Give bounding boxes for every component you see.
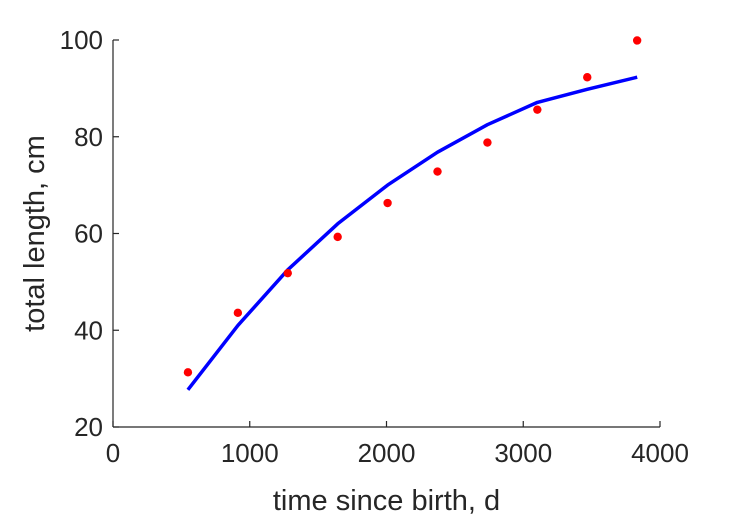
y-tick-label: 80: [74, 122, 103, 152]
y-ticks: 20 40 60 80 100: [60, 25, 119, 442]
data-point: [333, 232, 342, 242]
data-point: [283, 268, 292, 278]
fit-curve-line: [186, 75, 638, 391]
x-tick-label: 3000: [494, 438, 552, 468]
axes: [112, 40, 660, 428]
plot-series: [183, 36, 642, 391]
data-point: [533, 105, 542, 114]
data-point: [433, 167, 442, 176]
data-point: [483, 138, 492, 147]
x-tick-label: 1000: [221, 438, 279, 468]
x-tick-label: 0: [106, 438, 120, 468]
y-axis-title: total length, cm: [19, 135, 51, 332]
y-tick-label: 60: [74, 219, 103, 249]
y-tick-label: 100: [60, 25, 103, 55]
data-point: [183, 368, 193, 377]
x-tick-label: 4000: [631, 438, 689, 468]
x-ticks: 0 1000 2000 3000 4000: [106, 421, 689, 468]
data-point: [383, 198, 392, 208]
y-tick-label: 40: [74, 315, 103, 345]
data-point: [583, 73, 592, 82]
x-tick-label: 2000: [358, 438, 416, 468]
data-point: [632, 36, 642, 45]
x-axis-title: time since birth, d: [273, 485, 500, 517]
y-tick-label: 20: [74, 412, 103, 442]
data-point: [233, 308, 243, 318]
